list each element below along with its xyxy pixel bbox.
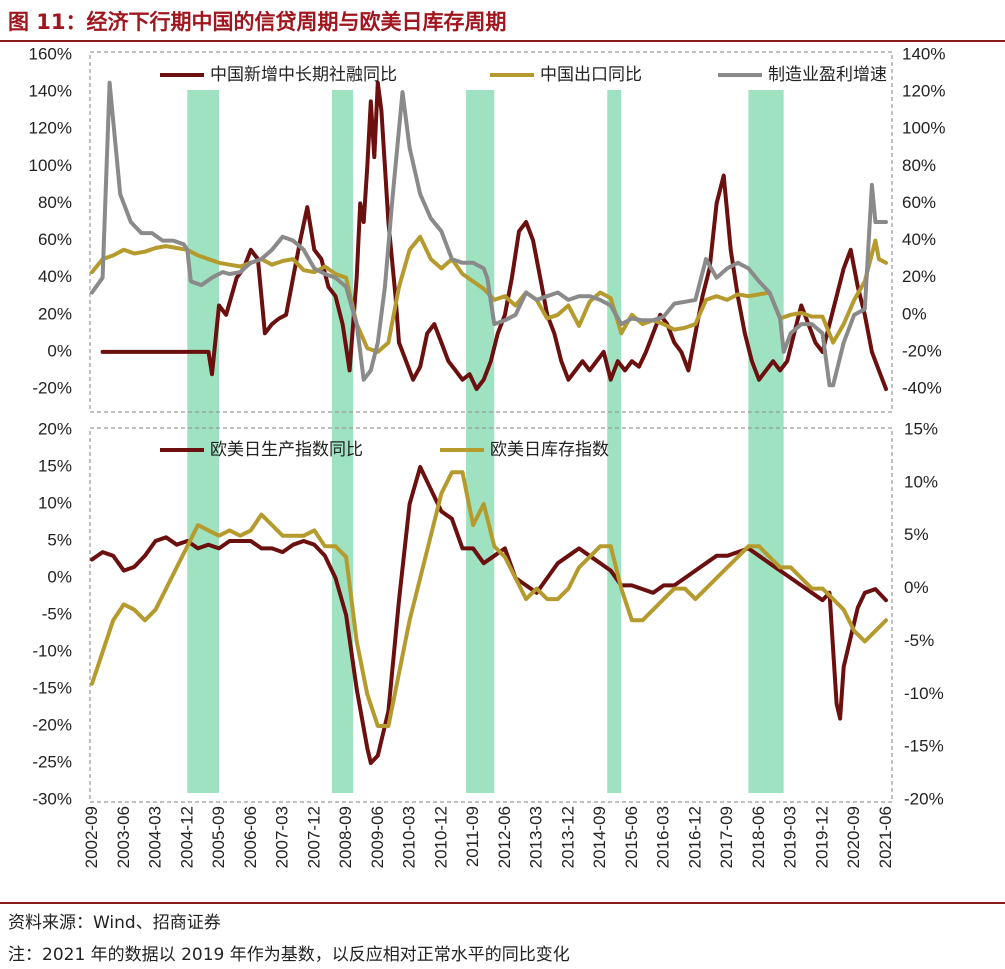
- y-left-tick-top-3: 100%: [29, 156, 72, 175]
- y-right-tick-top-1: 120%: [902, 82, 945, 101]
- y-left-tick-bottom-10: -30%: [32, 789, 72, 808]
- x-tick-1: 2003-06: [114, 806, 133, 868]
- x-tick-18: 2016-03: [654, 806, 673, 868]
- y-left-tick-bottom-2: 10%: [38, 493, 72, 512]
- y-right-tick-bottom-4: -5%: [904, 631, 934, 650]
- top-legend-label-1: 中国新增中长期社融同比: [210, 65, 397, 85]
- y-left-tick-top-1: 140%: [29, 82, 72, 101]
- top-legend-label-2: 中国出口同比: [540, 65, 642, 85]
- y-right-tick-top-5: 40%: [902, 230, 936, 249]
- x-tick-11: 2010-12: [431, 806, 450, 868]
- y-left-tick-top-8: 0%: [47, 341, 72, 360]
- panel-frame-2: [89, 427, 893, 803]
- y-left-tick-top-6: 40%: [38, 267, 72, 286]
- y-right-tick-bottom-2: 5%: [904, 525, 929, 544]
- x-tick-2: 2004-03: [146, 806, 165, 868]
- y-right-tick-bottom-5: -10%: [904, 684, 944, 703]
- x-tick-22: 2019-03: [781, 806, 800, 868]
- y-left-tick-top-9: -20%: [32, 378, 72, 397]
- x-tick-9: 2009-06: [368, 806, 387, 868]
- x-tick-8: 2008-09: [336, 806, 355, 868]
- shaded-period-3: [466, 90, 495, 793]
- y-left-tick-bottom-3: 5%: [47, 530, 72, 549]
- y-right-tick-bottom-6: -15%: [904, 737, 944, 756]
- bottom-legend-label-1: 欧美日生产指数同比: [210, 440, 363, 460]
- y-right-tick-top-2: 100%: [902, 119, 945, 138]
- x-tick-17: 2015-06: [622, 806, 641, 868]
- x-tick-0: 2002-09: [82, 806, 101, 868]
- y-left-tick-bottom-5: -5%: [42, 604, 72, 623]
- y-right-tick-bottom-3: 0%: [904, 578, 929, 597]
- y-right-tick-top-4: 60%: [902, 193, 936, 212]
- y-left-tick-top-7: 20%: [38, 304, 72, 323]
- y-left-tick-top-0: 160%: [29, 44, 72, 63]
- footer-rule: [0, 902, 1005, 904]
- x-tick-23: 2019-12: [812, 806, 831, 868]
- y-right-tick-bottom-7: -20%: [904, 789, 944, 808]
- x-tick-5: 2006-06: [241, 806, 260, 868]
- y-right-tick-top-6: 20%: [902, 267, 936, 286]
- y-left-tick-top-2: 120%: [29, 119, 72, 138]
- y-left-tick-bottom-6: -10%: [32, 641, 72, 660]
- x-tick-13: 2012-06: [495, 806, 514, 868]
- chart-title: 图 11：经济下行期中国的信贷周期与欧美日库存周期: [8, 10, 507, 34]
- y-left-tick-bottom-1: 15%: [38, 456, 72, 475]
- x-tick-16: 2014-09: [590, 806, 609, 868]
- y-left-tick-top-4: 80%: [38, 193, 72, 212]
- top-legend-label-3: 制造业盈利增速: [768, 65, 887, 85]
- shaded-period-1: [187, 90, 220, 793]
- note-text: 注：2021 年的数据以 2019 年作为基数，以反应相对正常水平的同比变化: [8, 945, 570, 965]
- y-left-tick-top-5: 60%: [38, 230, 72, 249]
- x-tick-21: 2018-06: [749, 806, 768, 868]
- y-right-tick-bottom-1: 10%: [904, 472, 938, 491]
- y-left-tick-bottom-7: -15%: [32, 678, 72, 697]
- title-rule: [0, 40, 1005, 42]
- x-tick-10: 2010-03: [400, 806, 419, 868]
- top-series-2: [90, 234, 888, 354]
- y-left-tick-bottom-9: -25%: [32, 752, 72, 771]
- panel-frame-1: [89, 51, 893, 413]
- bottom-legend-label-2: 欧美日库存指数: [490, 440, 609, 460]
- x-tick-19: 2016-12: [685, 806, 704, 868]
- y-right-tick-bottom-0: 15%: [904, 419, 938, 438]
- x-tick-12: 2011-09: [463, 806, 482, 867]
- y-left-tick-bottom-0: 20%: [38, 419, 72, 438]
- y-right-tick-top-8: -20%: [902, 341, 942, 360]
- y-left-tick-bottom-8: -20%: [32, 715, 72, 734]
- x-tick-4: 2005-09: [209, 806, 228, 868]
- x-tick-6: 2007-03: [273, 806, 292, 868]
- x-tick-25: 2021-06: [876, 806, 895, 868]
- y-left-tick-bottom-4: 0%: [47, 567, 72, 586]
- x-tick-3: 2004-12: [177, 806, 196, 868]
- x-tick-15: 2013-12: [558, 806, 577, 868]
- top-series-1: [100, 80, 888, 391]
- top-series-3: [90, 80, 888, 388]
- bottom-series-2: [90, 470, 888, 728]
- y-right-tick-top-0: 140%: [902, 44, 945, 63]
- shaded-period-4: [607, 90, 622, 793]
- y-right-tick-top-3: 80%: [902, 156, 936, 175]
- source-text: 资料来源：Wind、招商证券: [8, 913, 221, 933]
- x-tick-14: 2013-03: [527, 806, 546, 868]
- y-right-tick-top-9: -40%: [902, 378, 942, 397]
- x-tick-20: 2017-09: [717, 806, 736, 868]
- x-tick-24: 2020-09: [844, 806, 863, 868]
- x-tick-7: 2007-12: [304, 806, 323, 868]
- shaded-period-5: [748, 90, 784, 793]
- y-right-tick-top-7: 0%: [902, 304, 927, 323]
